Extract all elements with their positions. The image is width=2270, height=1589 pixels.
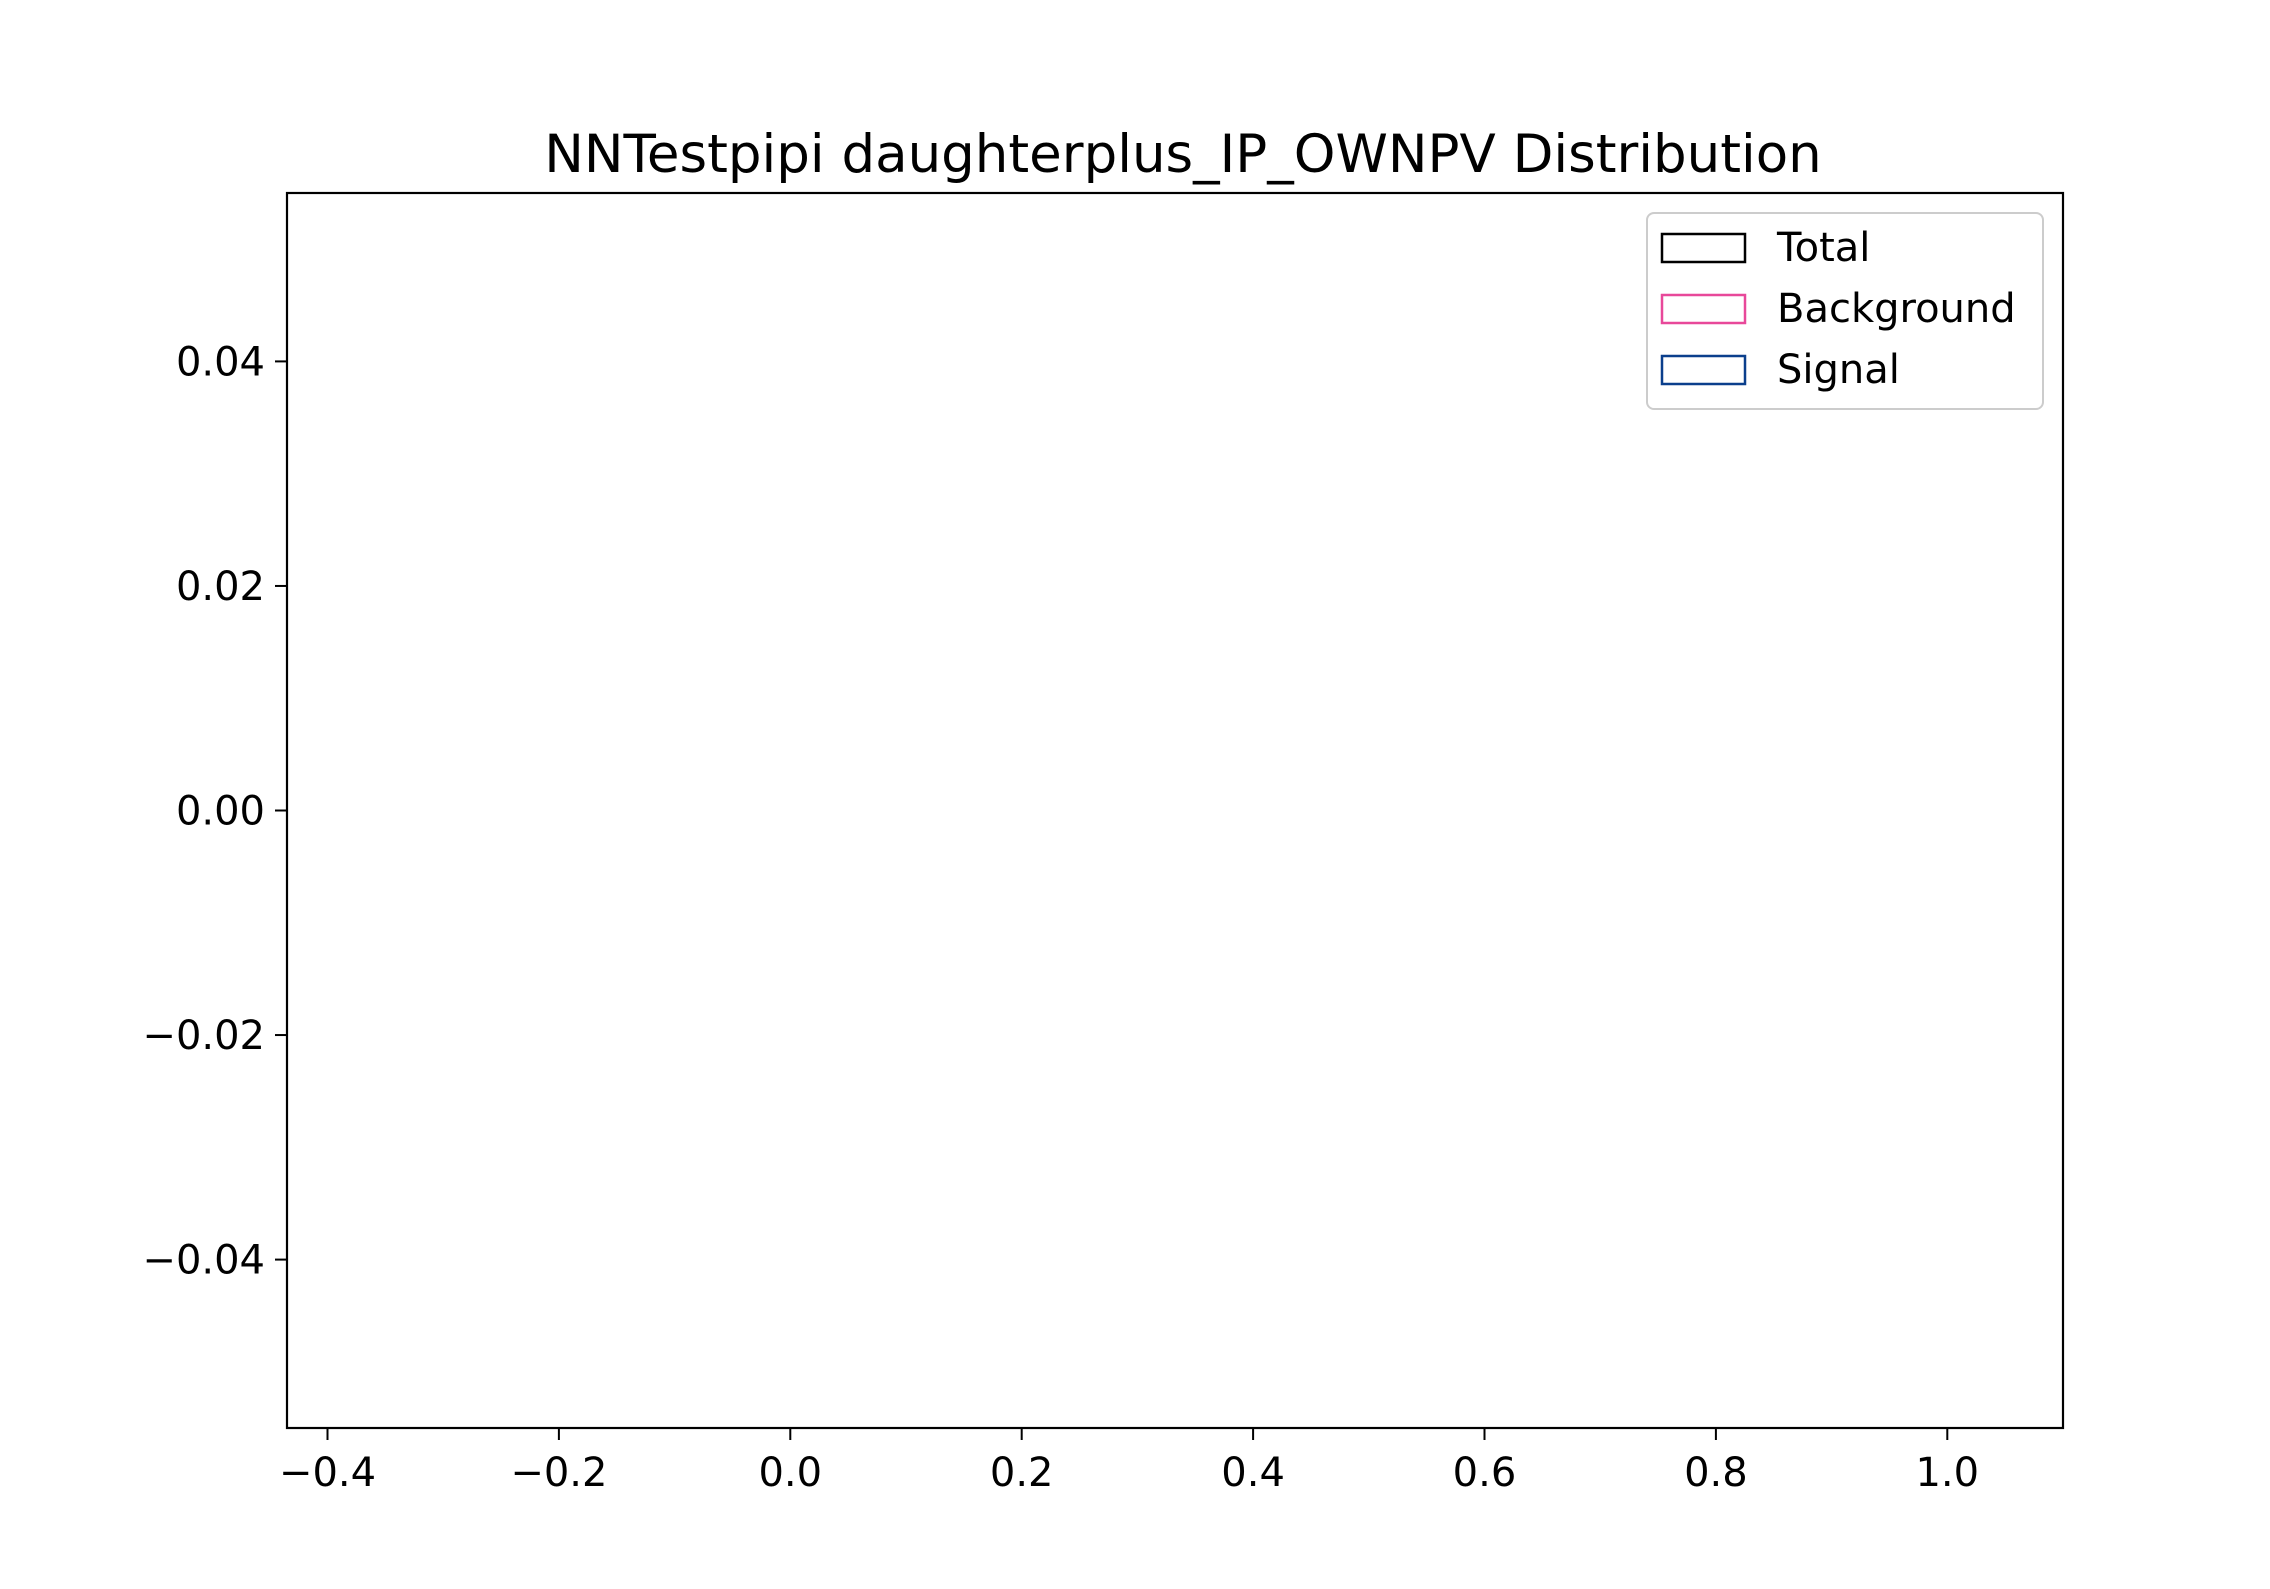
y-tick-label: 0.02 — [176, 564, 265, 610]
x-tick-label: 0.2 — [990, 1450, 1054, 1496]
legend: Total Background Signal — [1646, 212, 2044, 410]
y-tick-label: 0.00 — [176, 789, 265, 835]
legend-label: Background — [1777, 286, 2016, 332]
y-tick-label: −0.02 — [142, 1013, 265, 1059]
chart-title: NNTestpipi daughterplus_IP_OWNPV Distrib… — [544, 124, 1822, 185]
legend-label: Signal — [1777, 347, 1900, 393]
y-tick-label: −0.04 — [142, 1238, 265, 1284]
legend-swatch — [1660, 232, 1747, 264]
x-tick-label: −0.2 — [510, 1450, 607, 1496]
legend-swatch — [1660, 354, 1747, 386]
legend-label: Total — [1776, 225, 1870, 271]
y-tick-label: 0.04 — [176, 339, 265, 385]
x-tick-label: 0.8 — [1684, 1450, 1748, 1496]
y-axis: −0.04 −0.02 0.00 0.02 0.04 — [142, 339, 287, 1284]
x-tick-label: 0.4 — [1221, 1450, 1285, 1496]
x-tick-label: 0.6 — [1453, 1450, 1517, 1496]
x-tick-label: 0.0 — [758, 1450, 822, 1496]
x-tick-label: 1.0 — [1915, 1450, 1979, 1496]
legend-entries: Total Background Signal — [1660, 225, 2016, 393]
legend-swatch — [1660, 293, 1747, 325]
x-tick-label: −0.4 — [279, 1450, 376, 1496]
x-axis: −0.4 −0.2 0.0 0.2 0.4 0.6 0.8 1.0 — [279, 1428, 1979, 1496]
